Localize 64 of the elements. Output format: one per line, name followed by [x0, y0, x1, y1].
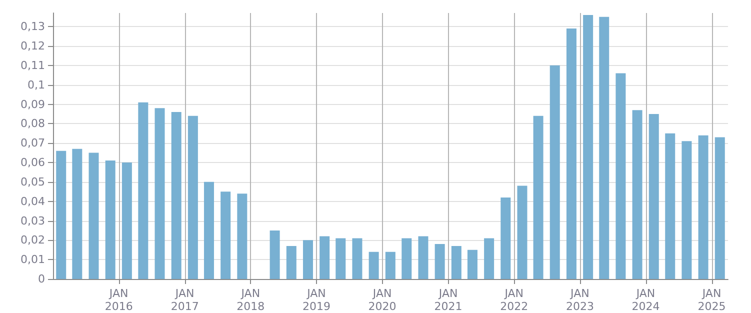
y-tick-label: 0,09 [20, 98, 45, 111]
y-tick-label: 0,07 [20, 136, 45, 150]
bar [88, 152, 99, 279]
bar [171, 112, 182, 279]
bar [286, 246, 296, 279]
y-tick-label: 0,04 [20, 194, 45, 208]
x-tick-label: JAN 2021 [434, 287, 462, 313]
x-tick-label: JAN 2020 [368, 287, 396, 313]
bar [500, 197, 511, 279]
bar [352, 238, 362, 279]
bar [204, 182, 214, 279]
bar [122, 162, 132, 279]
bar [698, 135, 708, 279]
bar [138, 102, 148, 279]
y-tick-label: 0 [38, 272, 45, 286]
bar [188, 116, 198, 279]
bar [220, 192, 231, 279]
x-tick-label: JAN 2016 [104, 287, 133, 313]
bar [583, 14, 594, 279]
y-tick-label: 0,02 [20, 234, 45, 247]
bar [434, 244, 445, 279]
x-tick-label: JAN 2022 [500, 287, 528, 313]
bar [418, 236, 428, 279]
bar [270, 230, 280, 279]
bar [302, 240, 313, 279]
bar [105, 160, 116, 279]
bar [714, 137, 725, 279]
bar [599, 16, 610, 279]
y-tick-label: 0,05 [20, 175, 45, 188]
x-tick-label: JAN 2023 [566, 287, 594, 313]
bar [616, 73, 626, 279]
bar [56, 150, 66, 279]
y-tick-label: 0,12 [20, 40, 45, 53]
bar [632, 110, 642, 279]
x-tick-label: JAN 2018 [236, 287, 265, 313]
bar [648, 114, 659, 279]
bar [451, 246, 462, 279]
bar [385, 252, 396, 279]
bar [320, 236, 330, 279]
bar [517, 186, 528, 279]
y-tick-label: 0,06 [20, 156, 45, 170]
bar [368, 252, 379, 279]
x-tick-label: JAN 2019 [302, 287, 330, 313]
y-tick-label: 0,03 [20, 214, 45, 228]
y-tick-label: 0,11 [20, 58, 45, 72]
bar [533, 116, 544, 279]
bar [682, 141, 692, 279]
y-tick-label: 0,13 [20, 20, 45, 34]
bar [665, 133, 676, 279]
bar [402, 238, 412, 279]
bar [550, 65, 560, 279]
bar [467, 250, 478, 279]
y-tick-label: 0,01 [20, 253, 45, 266]
bar [566, 28, 576, 279]
x-tick-label: JAN 2025 [698, 287, 726, 313]
bar [237, 194, 248, 279]
bar [72, 148, 82, 279]
bar [484, 238, 494, 279]
y-tick-label: 0,08 [20, 117, 45, 130]
y-tick-label: 0,1 [28, 78, 45, 92]
x-tick-label: JAN 2024 [632, 287, 660, 313]
bar [336, 238, 346, 279]
x-tick-label: JAN 2017 [170, 287, 199, 313]
bar [154, 108, 165, 279]
